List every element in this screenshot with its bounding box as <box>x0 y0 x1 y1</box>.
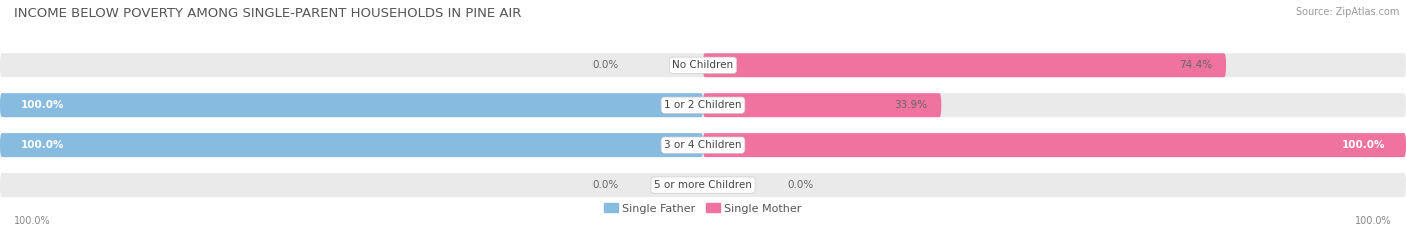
Text: Source: ZipAtlas.com: Source: ZipAtlas.com <box>1295 7 1399 17</box>
FancyBboxPatch shape <box>0 133 1406 157</box>
FancyBboxPatch shape <box>0 173 1406 197</box>
Text: 5 or more Children: 5 or more Children <box>654 180 752 190</box>
Text: 100.0%: 100.0% <box>21 140 65 150</box>
Text: 100.0%: 100.0% <box>14 216 51 226</box>
FancyBboxPatch shape <box>0 53 1406 77</box>
Text: 0.0%: 0.0% <box>592 180 619 190</box>
FancyBboxPatch shape <box>0 93 703 117</box>
FancyBboxPatch shape <box>0 93 1406 117</box>
FancyBboxPatch shape <box>703 133 1406 157</box>
FancyBboxPatch shape <box>0 133 703 157</box>
Text: 74.4%: 74.4% <box>1178 60 1212 70</box>
FancyBboxPatch shape <box>703 93 942 117</box>
Text: 100.0%: 100.0% <box>1341 140 1385 150</box>
Text: No Children: No Children <box>672 60 734 70</box>
Text: 3 or 4 Children: 3 or 4 Children <box>664 140 742 150</box>
Legend: Single Father, Single Mother: Single Father, Single Mother <box>600 199 806 218</box>
Text: 100.0%: 100.0% <box>21 100 65 110</box>
Text: 33.9%: 33.9% <box>894 100 928 110</box>
Text: 0.0%: 0.0% <box>787 180 814 190</box>
Text: 100.0%: 100.0% <box>1355 216 1392 226</box>
FancyBboxPatch shape <box>703 53 1226 77</box>
Text: 1 or 2 Children: 1 or 2 Children <box>664 100 742 110</box>
Text: 0.0%: 0.0% <box>592 60 619 70</box>
Text: INCOME BELOW POVERTY AMONG SINGLE-PARENT HOUSEHOLDS IN PINE AIR: INCOME BELOW POVERTY AMONG SINGLE-PARENT… <box>14 7 522 20</box>
